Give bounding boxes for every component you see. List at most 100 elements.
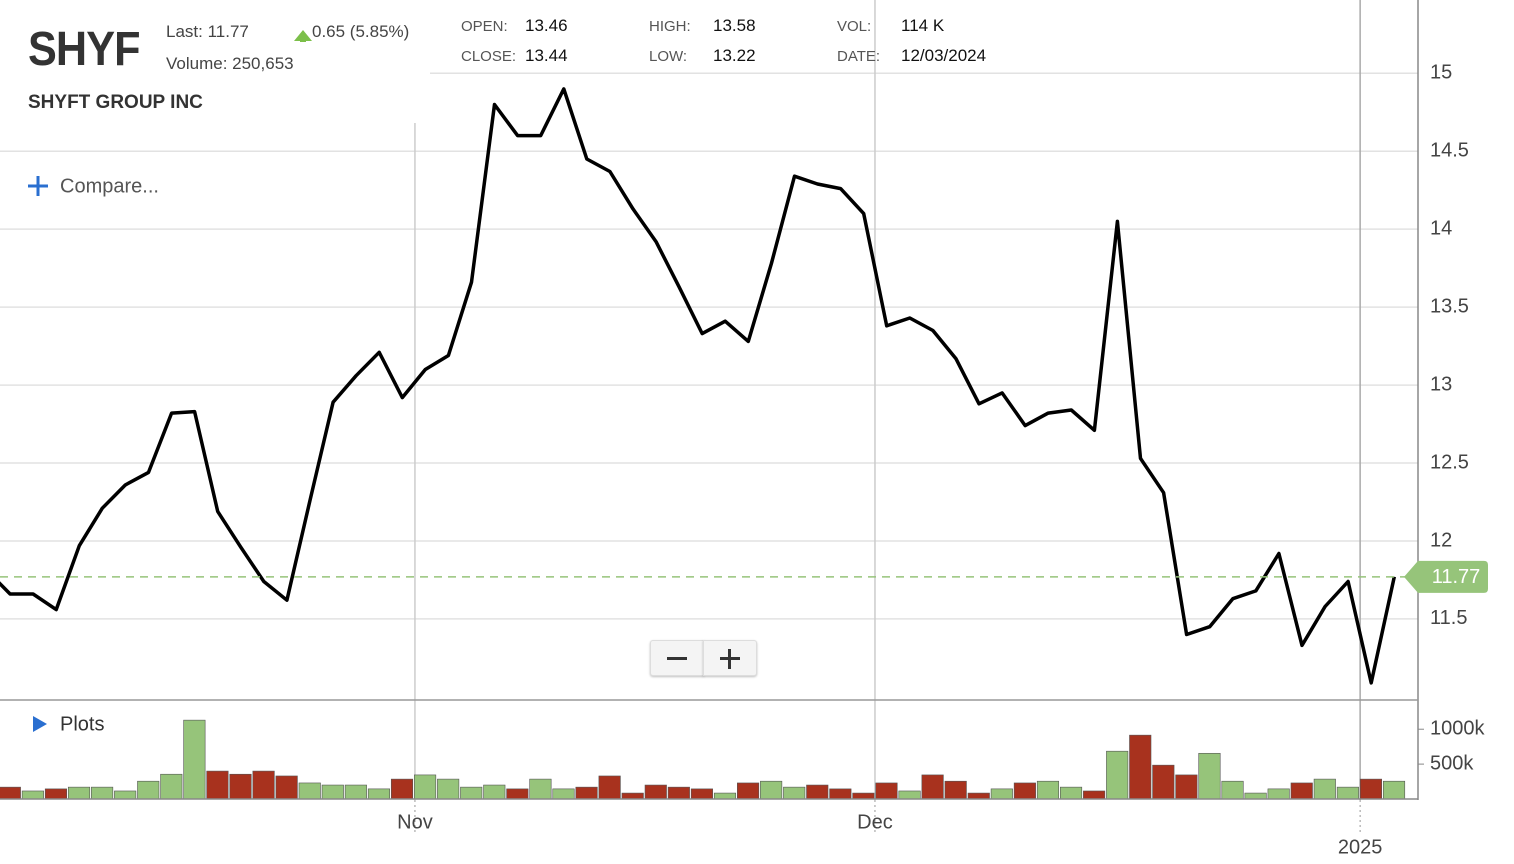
volume-bar	[1244, 792, 1267, 800]
plot-area	[0, 87, 1418, 800]
volume-bar	[690, 788, 713, 800]
y-tick-label: 12.5	[1430, 451, 1469, 473]
volume-bar	[1083, 790, 1106, 800]
minus-icon	[667, 657, 687, 660]
change: 0.65 (5.85%)	[312, 22, 410, 41]
volume-bar	[737, 782, 760, 800]
volume-bar	[1359, 778, 1382, 800]
volume-bar	[483, 784, 506, 800]
zoom-in-button[interactable]	[703, 640, 757, 676]
volume-bar	[829, 788, 852, 800]
volume-bar	[667, 786, 690, 800]
volume-bar	[114, 790, 137, 800]
volume-bar	[1336, 786, 1359, 800]
volume-bar	[921, 774, 944, 800]
volume-bar	[1382, 780, 1406, 800]
volume-bar	[875, 782, 898, 800]
x-tick-label: Nov	[397, 811, 433, 833]
vol-label: VOL:	[837, 18, 872, 35]
volume-bar	[529, 778, 552, 800]
volume-bar	[598, 775, 621, 800]
zoom-out-button[interactable]	[650, 640, 704, 676]
volume-bar	[967, 792, 990, 800]
company-name: SHYFT GROUP INC	[28, 92, 203, 113]
volume-bar	[621, 792, 644, 800]
volume-bar	[575, 786, 598, 800]
y-tick-label: 11.5	[1430, 607, 1467, 629]
volume-bar	[1198, 752, 1221, 800]
y-tick-label: 15	[1430, 62, 1452, 84]
x-tick-label: 2025	[1338, 836, 1383, 858]
volume-bar	[1152, 764, 1175, 800]
up-arrow	[294, 30, 312, 42]
volume-bar	[1129, 734, 1152, 800]
header-panel	[0, 0, 430, 123]
volume-bar	[298, 782, 321, 800]
volume-bar	[67, 786, 91, 800]
y-tick-label: 14.5	[1430, 140, 1469, 162]
last-value: 11.77	[207, 22, 249, 41]
volume-bar	[1175, 774, 1198, 800]
volume-bar	[390, 778, 414, 800]
low-value: 13.22	[713, 46, 756, 65]
volume-bar	[21, 790, 44, 800]
volume-bar	[137, 780, 160, 800]
volume-bar	[275, 775, 298, 800]
volume-bar	[1059, 786, 1083, 800]
volume-bar	[898, 790, 921, 800]
volume-bar	[990, 788, 1013, 800]
price-line	[0, 87, 1397, 685]
low-label: LOW:	[649, 48, 688, 65]
volume-bar	[44, 788, 68, 800]
triangle-icon	[33, 716, 47, 732]
last-label: Last:	[166, 22, 203, 41]
compare-label[interactable]: Compare...	[60, 175, 159, 197]
plus-icon-v	[728, 649, 731, 669]
volume-bar	[552, 788, 575, 800]
volume-bar	[506, 788, 529, 800]
y-tick-label: 1000k	[1430, 717, 1485, 739]
x-tick-label: Dec	[857, 811, 893, 833]
volume-bar	[252, 770, 275, 800]
y-tick-label: 13.5	[1430, 295, 1469, 317]
open-value: 13.46	[525, 16, 568, 35]
close-label: CLOSE:	[461, 48, 517, 65]
plots-label[interactable]: Plots	[60, 713, 104, 735]
date-label: DATE:	[837, 48, 881, 65]
vol-value: 114 K	[901, 16, 945, 35]
volume-bar	[0, 786, 21, 800]
plus-icon	[28, 176, 48, 196]
last-price-tag	[1404, 560, 1488, 593]
close-value: 13.44	[525, 46, 568, 65]
volume: Volume: 250,653	[166, 54, 294, 73]
volume-bar	[206, 770, 229, 800]
volume-bar	[1267, 788, 1290, 800]
last: Last: 11.77	[166, 22, 249, 42]
volume-bar	[713, 792, 737, 800]
open-label: OPEN:	[461, 18, 508, 35]
volume-bar	[229, 773, 252, 800]
compare-button[interactable]: Compare...	[28, 175, 159, 197]
volume-bar	[367, 788, 390, 800]
volume-bar	[760, 780, 783, 800]
volume-bar	[1290, 782, 1313, 800]
volume-bar	[183, 719, 206, 800]
volume-bar	[321, 784, 344, 800]
volume-bar	[783, 786, 806, 800]
volume-bar	[1036, 780, 1060, 800]
volume-bar	[437, 778, 460, 800]
volume-bar	[1106, 750, 1129, 800]
symbol: SHYF	[28, 23, 141, 76]
volume-bar	[91, 786, 114, 800]
volume-bar	[344, 784, 367, 800]
y-tick-label: 14	[1430, 217, 1452, 239]
y-tick-label: 12	[1430, 529, 1452, 551]
volume-bar	[160, 773, 183, 800]
volume-bar	[1221, 780, 1244, 800]
plots-toggle[interactable]: Plots	[33, 713, 104, 735]
axes: 11.5 12 12.5 13 13.5 14 14.5 15 Nov Dec 2025 11.77 5…	[0, 0, 1488, 858]
high-label: HIGH:	[649, 18, 691, 35]
volume-bar	[1013, 782, 1036, 800]
